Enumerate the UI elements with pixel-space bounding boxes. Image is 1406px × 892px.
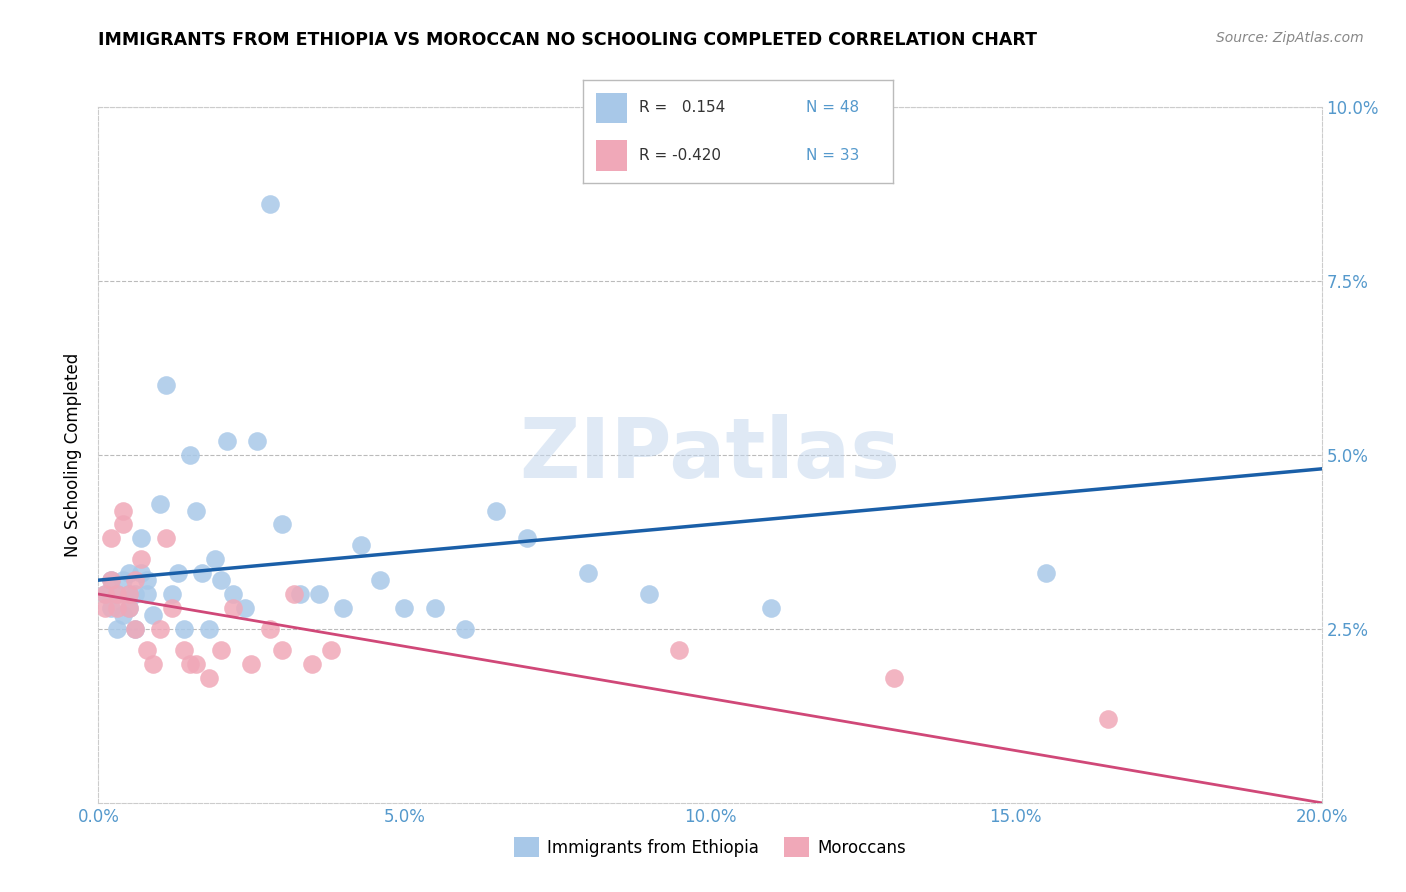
- Point: [155, 378, 177, 392]
- Point: [155, 532, 177, 546]
- Point: [485, 503, 508, 517]
- Point: [160, 587, 183, 601]
- Point: [392, 601, 416, 615]
- Bar: [596, 93, 627, 123]
- Point: [173, 642, 195, 657]
- Point: [124, 587, 146, 601]
- Point: [197, 622, 219, 636]
- Text: R = -0.420: R = -0.420: [640, 148, 721, 162]
- Point: [516, 532, 538, 546]
- Point: [759, 601, 782, 615]
- Point: [191, 566, 214, 581]
- Point: [111, 607, 134, 622]
- Point: [142, 657, 165, 671]
- Point: [301, 657, 323, 671]
- Point: [105, 622, 128, 636]
- Point: [319, 642, 342, 657]
- Y-axis label: No Schooling Completed: No Schooling Completed: [65, 353, 83, 557]
- Point: [149, 497, 172, 511]
- Point: [118, 601, 141, 615]
- Point: [124, 573, 146, 587]
- Point: [118, 587, 141, 601]
- Legend: Immigrants from Ethiopia, Moroccans: Immigrants from Ethiopia, Moroccans: [508, 830, 912, 864]
- Point: [215, 434, 238, 448]
- Point: [270, 517, 292, 532]
- Point: [240, 657, 263, 671]
- Bar: [596, 140, 627, 170]
- Point: [93, 587, 115, 601]
- Point: [308, 587, 330, 601]
- Point: [883, 671, 905, 685]
- Text: N = 33: N = 33: [806, 148, 859, 162]
- Point: [173, 622, 195, 636]
- Point: [259, 622, 281, 636]
- Point: [118, 601, 141, 615]
- Point: [100, 573, 122, 587]
- Point: [423, 601, 446, 615]
- Point: [136, 587, 159, 601]
- Point: [637, 587, 661, 601]
- Point: [100, 532, 122, 546]
- Point: [197, 671, 219, 685]
- Point: [105, 587, 128, 601]
- Point: [118, 587, 141, 601]
- Point: [332, 601, 354, 615]
- Point: [142, 607, 165, 622]
- Point: [100, 573, 122, 587]
- Point: [111, 517, 134, 532]
- Point: [283, 587, 305, 601]
- Point: [111, 573, 134, 587]
- Point: [668, 642, 690, 657]
- Point: [129, 532, 152, 546]
- Point: [246, 434, 269, 448]
- Point: [136, 642, 159, 657]
- Point: [454, 622, 477, 636]
- Point: [160, 601, 183, 615]
- Point: [100, 601, 122, 615]
- Point: [209, 573, 232, 587]
- Point: [350, 538, 373, 552]
- Point: [149, 622, 172, 636]
- Point: [186, 503, 208, 517]
- Text: N = 48: N = 48: [806, 101, 859, 115]
- Point: [222, 601, 245, 615]
- Point: [368, 573, 391, 587]
- Point: [118, 566, 141, 581]
- Point: [124, 622, 146, 636]
- Point: [576, 566, 599, 581]
- Point: [93, 587, 115, 601]
- Point: [105, 601, 128, 615]
- Point: [179, 448, 201, 462]
- Point: [129, 552, 152, 566]
- Point: [186, 657, 208, 671]
- Point: [105, 587, 128, 601]
- Point: [270, 642, 292, 657]
- Point: [259, 197, 281, 211]
- Point: [179, 657, 201, 671]
- Point: [1035, 566, 1057, 581]
- Text: R =   0.154: R = 0.154: [640, 101, 725, 115]
- Text: ZIPatlas: ZIPatlas: [520, 415, 900, 495]
- Point: [136, 573, 159, 587]
- Point: [290, 587, 312, 601]
- Text: IMMIGRANTS FROM ETHIOPIA VS MOROCCAN NO SCHOOLING COMPLETED CORRELATION CHART: IMMIGRANTS FROM ETHIOPIA VS MOROCCAN NO …: [98, 31, 1038, 49]
- Point: [129, 566, 152, 581]
- Point: [167, 566, 190, 581]
- Point: [233, 601, 256, 615]
- Point: [209, 642, 232, 657]
- Point: [1097, 712, 1119, 726]
- Point: [204, 552, 226, 566]
- Point: [93, 601, 115, 615]
- Point: [222, 587, 245, 601]
- Text: Source: ZipAtlas.com: Source: ZipAtlas.com: [1216, 31, 1364, 45]
- Point: [124, 622, 146, 636]
- Point: [111, 503, 134, 517]
